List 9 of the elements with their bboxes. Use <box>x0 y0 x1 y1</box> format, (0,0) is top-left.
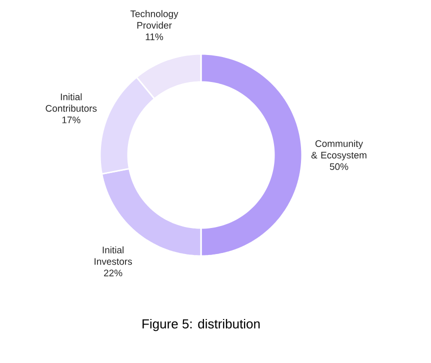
data-label: 22% <box>104 270 122 276</box>
data-label: 50% <box>330 163 348 170</box>
text: Figure 5: distribution <box>142 318 260 332</box>
data-label: 17% <box>62 116 80 124</box>
slice-label: Initial Contributors <box>46 93 97 112</box>
slice-label: Initial Investors <box>94 246 132 265</box>
slice-label: Community & Ecosystem <box>311 140 366 160</box>
data-label: 11% <box>146 33 164 40</box>
slice-label: Technology Provider <box>130 10 178 29</box>
